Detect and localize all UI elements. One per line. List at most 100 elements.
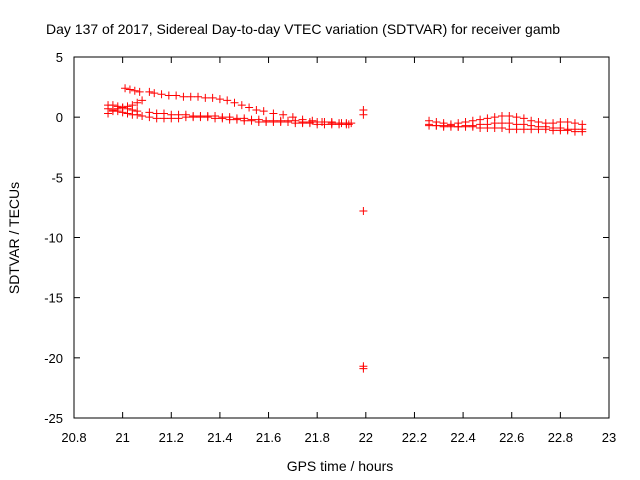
data-point: [556, 126, 565, 135]
data-point: [225, 115, 234, 124]
data-point: [157, 90, 166, 99]
data-point: [291, 119, 300, 128]
data-point: [498, 123, 506, 132]
x-tick-label: 22.2: [402, 430, 427, 445]
data-point: [313, 120, 322, 129]
series-sat-j: [425, 120, 587, 136]
data-point: [527, 125, 536, 134]
x-tick-label: 21.8: [305, 430, 330, 445]
data-point: [203, 113, 212, 122]
data-point: [215, 95, 224, 104]
data-point: [211, 114, 220, 123]
data-point: [519, 125, 528, 134]
data-point: [237, 101, 246, 110]
data-point: [145, 113, 154, 122]
data-point: [247, 116, 256, 125]
data-point: [549, 126, 558, 135]
data-point: [194, 92, 203, 101]
x-tick-label: 21.6: [256, 430, 281, 445]
data-point: [512, 125, 521, 134]
data-point: [359, 364, 368, 373]
data-point: [305, 119, 314, 128]
data-point: [208, 93, 217, 102]
data-point: [113, 107, 122, 116]
data-point: [240, 116, 249, 125]
data-point: [164, 91, 173, 100]
data-point: [245, 103, 254, 112]
x-tick-label: 21: [115, 430, 129, 445]
data-point: [563, 117, 572, 126]
y-tick-label: -25: [44, 411, 63, 426]
data-point: [490, 123, 499, 132]
data-point: [262, 117, 271, 126]
data-point: [159, 114, 168, 123]
data-point: [505, 125, 514, 134]
x-tick-label: 21.4: [207, 430, 232, 445]
y-tick-label: 0: [56, 110, 63, 125]
data-point: [150, 89, 159, 98]
data-point: [223, 96, 232, 105]
data-point: [284, 117, 292, 126]
plot-frame: [73, 56, 610, 419]
data-point: [218, 114, 227, 123]
series-sat-f: [145, 113, 351, 129]
data-point: [259, 107, 268, 116]
data-point: [167, 114, 176, 123]
data-point: [254, 117, 263, 126]
data-point: [298, 119, 307, 128]
data-point: [181, 113, 190, 122]
data-point: [335, 120, 344, 129]
data-point: [104, 104, 113, 113]
axis-ticks: 20.8 21 21.2 21.4 21.6 21.8 22 22.2 22.4 22.6 22.8…: [44, 50, 616, 445]
data-point: [342, 120, 351, 129]
data-point: [347, 119, 356, 128]
data-point: [145, 87, 154, 96]
data-point: [133, 98, 142, 107]
data-point: [578, 127, 587, 136]
data-points: [104, 84, 587, 373]
data-point: [179, 92, 188, 101]
x-axis-label: GPS time / hours: [287, 458, 394, 474]
y-axis-label: SDTVAR / TECUs: [6, 182, 22, 294]
series-sat-c: [104, 104, 147, 120]
data-point: [327, 120, 336, 129]
x-tick-label: 20.8: [61, 430, 86, 445]
data-point: [118, 108, 127, 117]
x-tick-label: 22: [359, 430, 373, 445]
data-point: [186, 92, 195, 101]
data-point: [189, 113, 198, 122]
data-point: [269, 109, 278, 118]
data-point: [138, 96, 147, 105]
x-tick-label: 22.6: [499, 430, 524, 445]
data-point: [541, 125, 550, 134]
data-point: [454, 122, 463, 131]
series-sat-g: [359, 105, 368, 373]
data-point: [446, 121, 455, 130]
data-point: [123, 109, 132, 118]
data-point: [505, 111, 514, 120]
x-tick-label: 22.8: [548, 430, 573, 445]
data-point: [468, 122, 477, 131]
data-point: [121, 84, 130, 93]
y-tick-label: -10: [44, 231, 63, 246]
data-point: [152, 114, 161, 123]
series-sat-i: [425, 119, 587, 134]
data-point: [359, 110, 368, 119]
data-point: [512, 113, 521, 122]
chart-title: Day 137 of 2017, Sidereal Day-to-day VTE…: [46, 21, 560, 37]
data-point: [425, 120, 434, 129]
data-point: [174, 114, 183, 123]
data-point: [232, 115, 241, 124]
x-tick-label: 22.4: [450, 430, 475, 445]
data-point: [108, 105, 117, 114]
data-point: [125, 85, 134, 94]
data-point: [359, 207, 368, 216]
data-point: [196, 113, 205, 122]
data-point: [439, 121, 448, 130]
data-point: [138, 111, 147, 120]
data-point: [483, 123, 492, 132]
data-point: [135, 87, 144, 96]
data-point: [279, 110, 288, 119]
data-point: [130, 86, 139, 95]
